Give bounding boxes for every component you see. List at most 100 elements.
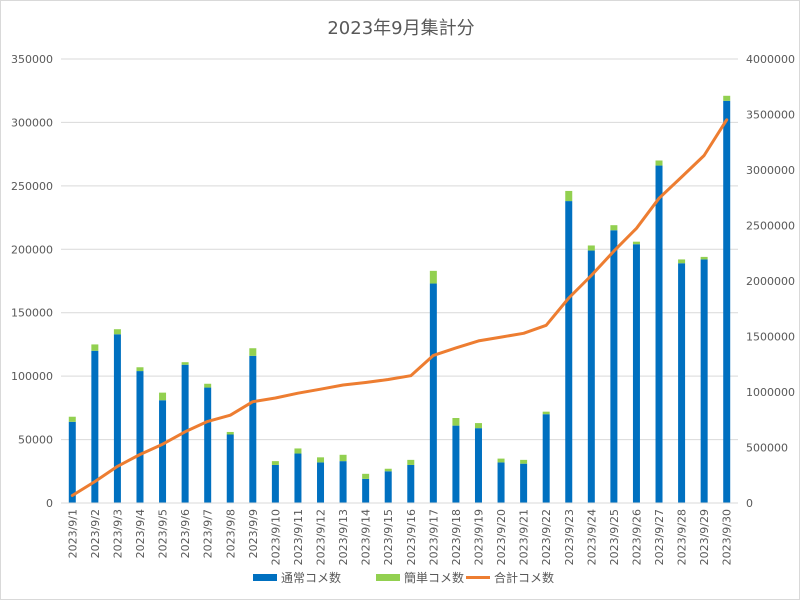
bar-simple-comments bbox=[249, 348, 256, 356]
bar-simple-comments bbox=[633, 242, 640, 245]
bar-simple-comments bbox=[656, 160, 663, 165]
x-tick-label: 2023/9/24 bbox=[585, 509, 598, 565]
y-left-tick-label: 200000 bbox=[11, 243, 53, 256]
bar-normal-comments bbox=[227, 434, 234, 503]
bar-simple-comments bbox=[182, 362, 189, 365]
y-left-tick-label: 50000 bbox=[18, 434, 53, 447]
x-tick-label: 2023/9/11 bbox=[292, 509, 305, 565]
bar-simple-comments bbox=[407, 460, 414, 465]
bar-simple-comments bbox=[114, 329, 121, 334]
y-right-tick-label: 1500000 bbox=[746, 331, 795, 344]
x-tick-label: 2023/9/27 bbox=[653, 509, 666, 565]
y-right-tick-label: 0 bbox=[746, 497, 753, 510]
y-left-tick-label: 250000 bbox=[11, 180, 53, 193]
x-tick-label: 2023/9/9 bbox=[247, 509, 260, 558]
bar-normal-comments bbox=[610, 230, 617, 503]
x-tick-label: 2023/9/2 bbox=[89, 509, 102, 558]
bar-normal-comments bbox=[430, 284, 437, 503]
y-right-tick-label: 500000 bbox=[746, 442, 788, 455]
bar-simple-comments bbox=[204, 384, 211, 388]
x-tick-label: 2023/9/5 bbox=[157, 509, 170, 558]
bar-normal-comments bbox=[159, 400, 166, 503]
bar-normal-comments bbox=[543, 414, 550, 503]
bar-normal-comments bbox=[475, 428, 482, 503]
bar-simple-comments bbox=[91, 344, 98, 350]
bar-simple-comments bbox=[227, 432, 234, 435]
bar-simple-comments bbox=[159, 393, 166, 401]
bar-normal-comments bbox=[204, 388, 211, 503]
bar-simple-comments bbox=[452, 418, 459, 426]
y-right-tick-label: 1000000 bbox=[746, 386, 795, 399]
bar-simple-comments bbox=[69, 417, 76, 422]
bar-normal-comments bbox=[340, 461, 347, 503]
y-left-tick-label: 0 bbox=[46, 497, 53, 510]
x-tick-label: 2023/9/20 bbox=[495, 509, 508, 565]
y-axis-right: 0500000100000015000002000000250000030000… bbox=[746, 53, 795, 510]
x-tick-label: 2023/9/4 bbox=[134, 509, 147, 558]
x-tick-label: 2023/9/29 bbox=[698, 509, 711, 565]
legend-label: 簡単コメ数 bbox=[404, 570, 464, 585]
x-tick-label: 2023/9/16 bbox=[405, 509, 418, 565]
bar-normal-comments bbox=[723, 101, 730, 503]
legend-label: 通常コメ数 bbox=[281, 570, 341, 585]
y-axis-left: 0500001000001500002000002500003000003500… bbox=[11, 53, 53, 510]
x-tick-label: 2023/9/8 bbox=[224, 509, 237, 558]
y-left-tick-label: 150000 bbox=[11, 307, 53, 320]
x-tick-label: 2023/9/12 bbox=[315, 509, 328, 565]
bar-simple-comments bbox=[430, 271, 437, 284]
bar-normal-comments bbox=[317, 462, 324, 503]
bar-simple-comments bbox=[294, 448, 301, 453]
bar-normal-comments bbox=[678, 263, 685, 503]
y-left-tick-label: 350000 bbox=[11, 53, 53, 66]
bar-normal-comments bbox=[136, 371, 143, 503]
legend-swatch bbox=[376, 574, 400, 581]
bar-simple-comments bbox=[340, 455, 347, 461]
bar-simple-comments bbox=[272, 461, 279, 465]
legend-label: 合計コメ数 bbox=[494, 570, 554, 585]
x-tick-label: 2023/9/3 bbox=[111, 509, 124, 558]
bar-normal-comments bbox=[272, 465, 279, 503]
bar-simple-comments bbox=[385, 469, 392, 472]
bar-simple-comments bbox=[520, 460, 527, 464]
x-tick-label: 2023/9/13 bbox=[337, 509, 350, 565]
bar-simple-comments bbox=[136, 367, 143, 371]
x-tick-label: 2023/9/21 bbox=[518, 509, 531, 565]
bar-simple-comments bbox=[317, 457, 324, 462]
x-tick-label: 2023/9/1 bbox=[66, 509, 79, 558]
bar-normal-comments bbox=[452, 426, 459, 503]
x-tick-label: 2023/9/7 bbox=[202, 509, 215, 558]
bar-normal-comments bbox=[294, 454, 301, 503]
x-tick-label: 2023/9/15 bbox=[382, 509, 395, 565]
bar-simple-comments bbox=[498, 459, 505, 463]
bar-simple-comments bbox=[362, 474, 369, 479]
bar-normal-comments bbox=[588, 251, 595, 503]
x-tick-label: 2023/9/23 bbox=[563, 509, 576, 565]
bar-simple-comments bbox=[565, 191, 572, 201]
x-tick-label: 2023/9/25 bbox=[608, 509, 621, 565]
bar-normal-comments bbox=[362, 479, 369, 503]
bar-simple-comments bbox=[701, 257, 708, 260]
y-left-tick-label: 100000 bbox=[11, 370, 53, 383]
bar-simple-comments bbox=[543, 412, 550, 415]
chart-title: 2023年9月集計分 bbox=[327, 18, 474, 39]
bar-simple-comments bbox=[610, 225, 617, 230]
bar-normal-comments bbox=[114, 334, 121, 503]
bar-normal-comments bbox=[520, 464, 527, 503]
bar-normal-comments bbox=[385, 471, 392, 503]
y-right-tick-label: 3500000 bbox=[746, 109, 795, 122]
x-axis: 2023/9/1 2023/9/2 2023/9/3 2023/9/4 2023/9/5… bbox=[61, 503, 738, 565]
bar-normal-comments bbox=[249, 356, 256, 503]
x-tick-label: 2023/9/26 bbox=[630, 509, 643, 565]
x-tick-label: 2023/9/18 bbox=[450, 509, 463, 565]
x-tick-label: 2023/9/30 bbox=[721, 509, 734, 565]
bar-simple-comments bbox=[475, 423, 482, 428]
legend-swatch bbox=[253, 574, 277, 581]
bar-normal-comments bbox=[633, 244, 640, 503]
bar-simple-comments bbox=[723, 96, 730, 101]
bar-simple-comments bbox=[588, 245, 595, 250]
legend: 通常コメ数 簡単コメ数 合計コメ数 bbox=[253, 570, 554, 585]
bar-normal-comments bbox=[498, 462, 505, 503]
bar-normal-comments bbox=[565, 201, 572, 503]
